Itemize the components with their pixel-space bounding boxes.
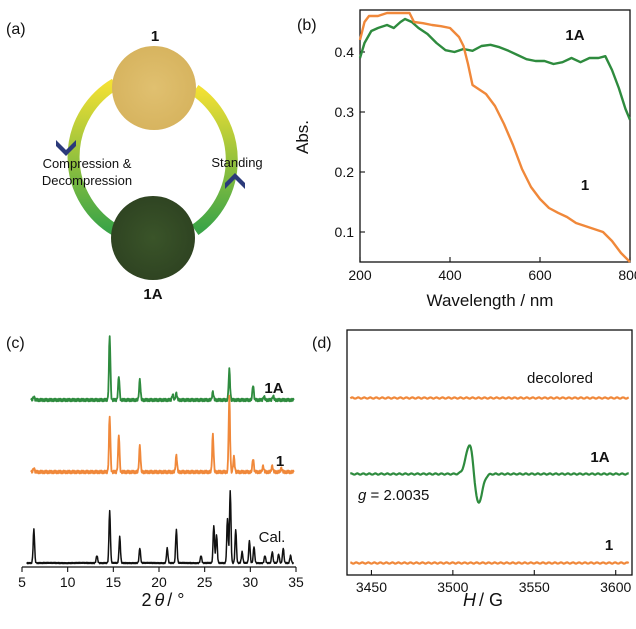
b-xtick-label: 200 [348, 267, 372, 283]
g-rest: = 2.0035 [366, 487, 429, 504]
epr-plot: 3450 3500 3550 3600 decolored 1A 1 [346, 329, 633, 595]
panel-label-c: (c) [6, 335, 25, 352]
c-xlabel-2: 2 [142, 590, 152, 610]
d-xtick-label: 3450 [356, 579, 387, 595]
c-series-1 [30, 394, 295, 475]
b-plot-frame [359, 9, 631, 263]
b-ytick-label: 0.3 [335, 104, 355, 120]
b-series-1A [358, 17, 632, 121]
b-legend-1: 1 [581, 177, 589, 194]
d-xlabel-unit: / G [479, 590, 503, 610]
panel-c: (c) 5 10 15 20 25 30 35 1A 1 Cal. 2 θ / ° [6, 335, 304, 610]
g-italic: g [358, 487, 367, 504]
b-xlabel: Wavelength / nm [427, 291, 554, 310]
panel-label-d: (d) [312, 335, 332, 352]
c-xtick-label: 15 [106, 574, 122, 590]
standing-label: Standing [211, 155, 262, 170]
d-xlabel: H / G [463, 590, 503, 610]
d-xtick-label: 3600 [600, 579, 631, 595]
b-xtick-label: 800 [618, 267, 636, 283]
d-series-1A [349, 444, 630, 504]
c-xtick-label: 25 [197, 574, 213, 590]
arrowhead-left-icon [56, 140, 76, 156]
b-xtick-label: 400 [438, 267, 462, 283]
panel-d: (d) 3450 3500 3550 3600 decolored 1A 1 H / G g … [312, 329, 633, 610]
c-series-Cal. [26, 490, 295, 565]
d-series-decolored [349, 396, 630, 400]
b-ytick-label: 0.4 [335, 44, 355, 60]
sample-1-disk [112, 46, 196, 130]
cycle-arc-right [191, 85, 238, 235]
d-legend-1: 1 [605, 537, 613, 554]
arrowhead-right-icon [225, 173, 245, 189]
sample-1A-label: 1A [143, 286, 162, 303]
d-plot-frame [346, 329, 633, 576]
d-xtick-label: 3500 [437, 579, 468, 595]
c-xlabel-unit: / ° [167, 590, 184, 610]
b-ytick-label: 0.1 [335, 224, 355, 240]
b-ylabel: Abs. [293, 120, 312, 154]
b-ytick-label: 0.2 [335, 164, 355, 180]
d-legend-1A: 1A [590, 449, 609, 466]
sample-1A-disk [111, 196, 195, 280]
panel-b: (b) 200 400 600 800 0.1 0.2 0.3 0.4 1A 1 Abs. Wav… [293, 9, 636, 310]
d-legend-decolored: decolored [527, 370, 593, 387]
b-series-1 [358, 11, 631, 263]
d-series-1 [350, 561, 630, 565]
xrd-plot: 5 10 15 20 25 30 35 1A 1 Cal. [18, 335, 304, 590]
c-xtick-label: 10 [60, 574, 76, 590]
sample-1-label: 1 [151, 28, 159, 45]
c-legend-1: 1 [276, 453, 284, 470]
c-xlabel-theta: θ [155, 590, 165, 610]
compression-label-line1: Compression & [43, 156, 132, 171]
panel-a: (a) 1 1A Compression & Decompression Sta… [6, 21, 263, 303]
b-xtick-label: 600 [528, 267, 552, 283]
d-xlabel-H: H [463, 590, 477, 610]
g-value-annotation: g = 2.0035 [358, 487, 429, 504]
cycle-arc-left [67, 78, 119, 236]
c-xtick-label: 5 [18, 574, 26, 590]
c-xtick-label: 35 [288, 574, 304, 590]
b-legend-1A: 1A [565, 27, 584, 44]
c-legend-Cal.: Cal. [259, 529, 286, 546]
c-legend-1A: 1A [264, 380, 283, 397]
compression-label-line2: Decompression [42, 173, 132, 188]
panel-label-a: (a) [6, 21, 26, 38]
c-xlabel: 2 θ / ° [142, 590, 185, 610]
c-xtick-label: 30 [243, 574, 259, 590]
c-xtick-label: 20 [151, 574, 167, 590]
c-series-1A [30, 335, 295, 403]
d-xtick-label: 3550 [519, 579, 550, 595]
panel-label-b: (b) [297, 17, 317, 34]
absorbance-plot: 200 400 600 800 0.1 0.2 0.3 0.4 1A 1 [335, 9, 636, 283]
